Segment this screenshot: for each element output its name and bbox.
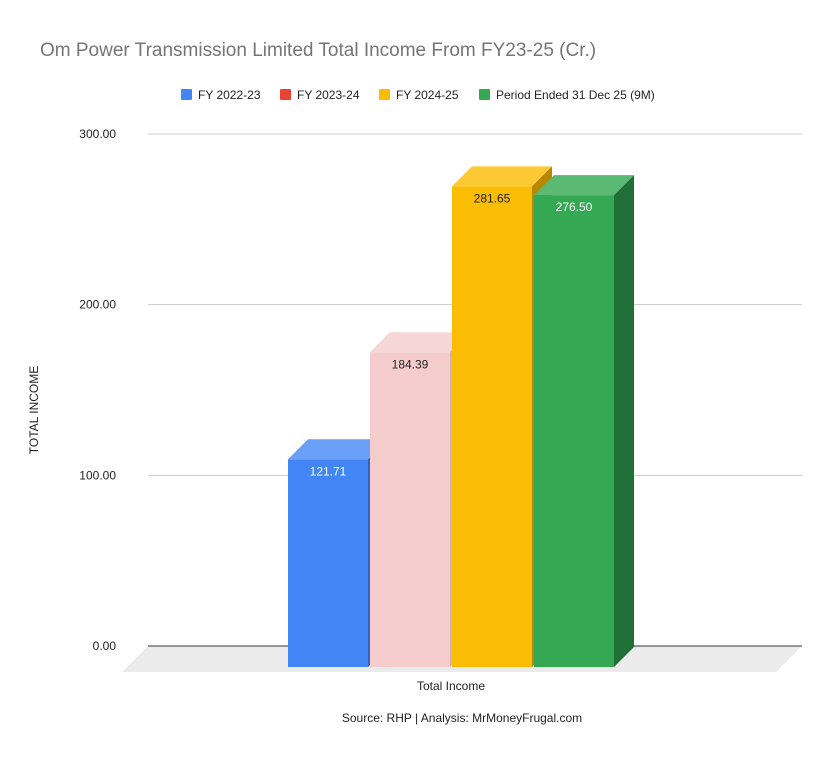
bar-side bbox=[614, 175, 634, 667]
y-axis-label: TOTAL INCOME bbox=[27, 366, 41, 454]
data-label: 184.39 bbox=[392, 357, 429, 371]
bar-front bbox=[534, 195, 614, 667]
legend-swatch bbox=[379, 89, 390, 100]
x-axis-label: Total Income bbox=[417, 679, 485, 693]
legend-item: FY 2024-25 bbox=[379, 88, 459, 102]
bar-front bbox=[452, 186, 532, 668]
legend-swatch bbox=[280, 89, 291, 100]
data-label: 276.50 bbox=[556, 200, 593, 214]
legend: FY 2022-23 FY 2023-24 FY 2024-25 Period End… bbox=[181, 88, 655, 102]
bar-top bbox=[370, 332, 470, 353]
bar-front bbox=[370, 352, 450, 667]
legend-item: FY 2023-24 bbox=[280, 88, 360, 102]
legend-swatch bbox=[479, 89, 490, 100]
legend-label: Period Ended 31 Dec 25 (9M) bbox=[496, 88, 655, 102]
y-tick-label: 200.00 bbox=[79, 298, 116, 312]
bars bbox=[288, 166, 634, 668]
y-tick-label: 300.00 bbox=[79, 127, 116, 141]
chart-title: Om Power Transmission Limited Total Inco… bbox=[40, 40, 596, 61]
legend-item: FY 2022-23 bbox=[181, 88, 261, 102]
bar-top bbox=[534, 175, 634, 196]
bar bbox=[534, 175, 634, 667]
bar-top bbox=[452, 166, 552, 187]
y-tick-label: 100.00 bbox=[79, 468, 116, 482]
y-tick-label: 0.00 bbox=[93, 639, 117, 653]
legend-item: Period Ended 31 Dec 25 (9M) bbox=[479, 88, 655, 102]
legend-label: FY 2023-24 bbox=[297, 88, 360, 102]
data-label: 121.71 bbox=[310, 464, 347, 478]
bar-front bbox=[288, 459, 368, 667]
bar-top bbox=[288, 439, 388, 460]
source-note: Source: RHP | Analysis: MrMoneyFrugal.co… bbox=[342, 711, 582, 725]
data-labels: 121.71 184.39 281.65 276.50 bbox=[310, 191, 593, 478]
legend-swatch bbox=[181, 89, 192, 100]
legend-label: FY 2022-23 bbox=[198, 88, 261, 102]
data-label: 281.65 bbox=[474, 191, 511, 205]
legend-label: FY 2024-25 bbox=[396, 88, 459, 102]
y-axis-ticks: 0.00 100.00 200.00 300.00 bbox=[79, 127, 116, 653]
